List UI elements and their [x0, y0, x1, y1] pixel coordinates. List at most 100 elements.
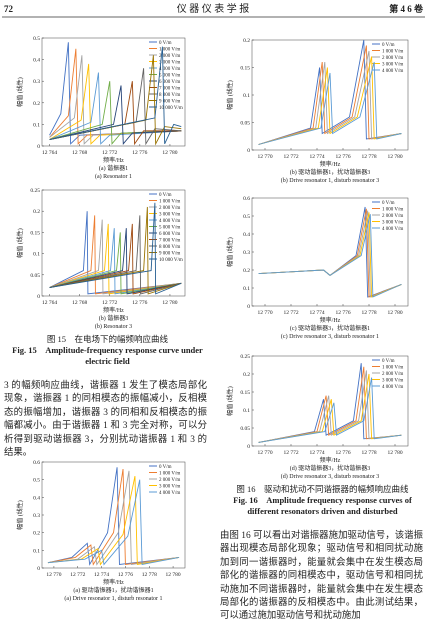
legend-label: 4 000 V/m [382, 227, 403, 232]
series-line [49, 215, 182, 295]
legend-label: 3 000 V/m [382, 63, 403, 68]
y-tick-label: 0.2 [243, 268, 250, 274]
y-tick-label: 0.1 [33, 252, 40, 258]
y-tick-label: 0.15 [240, 66, 250, 72]
series-line [49, 211, 182, 295]
subcaption-cn: (b) 谐振器3 [99, 314, 129, 322]
x-tick-label: 12 778 [361, 310, 376, 316]
y-tick-label: 0.1 [33, 122, 40, 128]
subcaption-en: (c) Drive resonator 3, disturb resonator… [281, 333, 379, 340]
y-tick-label: 0.25 [30, 188, 40, 194]
x-tick-label: 12 770 [257, 310, 272, 316]
x-axis-label: 频率/Hz [320, 456, 341, 464]
figure-caption: 图 15 在电场下的幅频响应曲线 Fig. 15 Amplitude-frequ… [10, 334, 205, 367]
legend-label: 10 000 V/m [159, 106, 183, 111]
series-line [49, 228, 182, 295]
legend-label: 0 V/m [382, 359, 395, 364]
y-tick-label: 0 [37, 566, 40, 572]
y-tick-label: 0.4 [243, 232, 250, 238]
x-tick-label: 12 778 [142, 572, 157, 578]
series-line [49, 228, 182, 295]
legend-label: 4 000 V/m [382, 69, 403, 74]
series-line [258, 363, 402, 443]
legend-label: 3 000 V/m [382, 379, 403, 384]
x-tick-label: 12 764 [42, 150, 57, 156]
y-tick-label: 0 [37, 294, 40, 300]
y-tick-label: 0.2 [33, 209, 40, 215]
x-tick-label: 12 776 [335, 154, 350, 160]
series-line [49, 85, 182, 146]
series-line [258, 45, 402, 145]
x-tick-label: 12 774 [309, 450, 324, 456]
y-tick-label: 0.25 [240, 354, 250, 360]
legend-label: 8 000 V/m [159, 93, 180, 98]
subcaption-cn: (a) 谐振器1 [99, 164, 128, 172]
plot-frame [251, 355, 409, 447]
legend-label: 8 000 V/m [159, 245, 180, 250]
legend-label: 2 000 V/m [159, 206, 180, 211]
figure-caption: 图 16 驱动和扰动不同谐振器的幅频响应曲线 Fig. 16 Amplitude… [225, 484, 420, 517]
legend-label: 4 000 V/m [159, 219, 180, 224]
x-tick-label: 12 774 [94, 572, 109, 578]
series-line [258, 373, 402, 443]
y-tick-label: 0.2 [243, 38, 250, 44]
x-tick-label: 12 768 [72, 150, 87, 156]
x-tick-label: 12 772 [102, 150, 117, 156]
legend-label: 2 000 V/m [382, 372, 403, 377]
x-tick-label: 12 776 [132, 150, 147, 156]
x-axis-label: 频率/Hz [103, 306, 124, 314]
y-axis-label: 幅值 (线性) [226, 80, 234, 110]
x-tick-label: 12 770 [257, 154, 272, 160]
legend-label: 7 000 V/m [159, 239, 180, 244]
y-tick-label: 0.05 [30, 273, 40, 279]
y-axis-label: 幅值 (线性) [16, 77, 24, 107]
series-line [47, 470, 180, 566]
y-axis-label: 幅值 (线性) [226, 386, 234, 416]
series-line [49, 46, 182, 145]
y-tick-label: 0.6 [33, 460, 40, 466]
series-line [258, 366, 402, 443]
journal-name: 仪 器 仪 表 学 报 [177, 2, 250, 15]
legend-label: 2 000 V/m [159, 478, 180, 483]
caption-cn: 图 16 驱动和扰动不同谐振器的幅频响应曲线 [236, 484, 409, 494]
y-tick-label: 0.5 [33, 478, 40, 484]
series-line [258, 214, 402, 298]
subcaption-cn: (c) 驱动谐振器3，扰动谐振器1 [290, 324, 370, 332]
y-tick-label: 0.1 [243, 93, 250, 99]
legend-label: 2 000 V/m [159, 54, 180, 59]
series-line [49, 219, 182, 295]
legend-label: 10 000 V/m [159, 258, 183, 263]
legend-label: 2 000 V/m [382, 56, 403, 61]
subcaption-en: (a) Resonator 1 [95, 173, 132, 180]
x-tick-label: 12 772 [283, 154, 298, 160]
y-tick-label: 0.6 [243, 196, 250, 202]
legend-label: 3 000 V/m [382, 221, 403, 226]
x-tick-label: 12 770 [257, 450, 272, 456]
legend-label: 7 000 V/m [159, 87, 180, 92]
y-tick-label: 0.5 [243, 214, 250, 220]
subcaption-en: (a) Drive resonator 1, disturb resonator… [64, 595, 162, 602]
series-line [258, 50, 402, 145]
series-line [49, 215, 182, 295]
legend-label: 0 V/m [159, 193, 172, 198]
y-tick-label: 0.15 [240, 390, 250, 396]
series-line [258, 206, 402, 298]
y-axis-label: 幅值 (线性) [16, 228, 24, 258]
plot-frame [41, 37, 186, 147]
legend-label: 3 000 V/m [159, 213, 180, 218]
series-line [258, 210, 402, 298]
legend-label: 1 000 V/m [382, 208, 403, 213]
legend-label: 4 000 V/m [159, 491, 180, 496]
legend-label: 4 000 V/m [159, 67, 180, 72]
y-tick-label: 0.3 [33, 79, 40, 85]
series-line [49, 206, 182, 295]
series-line [258, 212, 402, 298]
subcaption-en: (b) Drive resonator 1, disturb resonator… [281, 177, 379, 184]
x-tick-label: 12 764 [42, 300, 57, 306]
caption-en: Fig. 15 Amplitude-frequency response cur… [12, 345, 203, 366]
legend-label: 9 000 V/m [159, 100, 180, 105]
legend-label: 1 000 V/m [382, 50, 403, 55]
legend-label: 6 000 V/m [159, 232, 180, 237]
x-tick-label: 12 768 [72, 300, 87, 306]
x-tick-label: 12 772 [283, 310, 298, 316]
